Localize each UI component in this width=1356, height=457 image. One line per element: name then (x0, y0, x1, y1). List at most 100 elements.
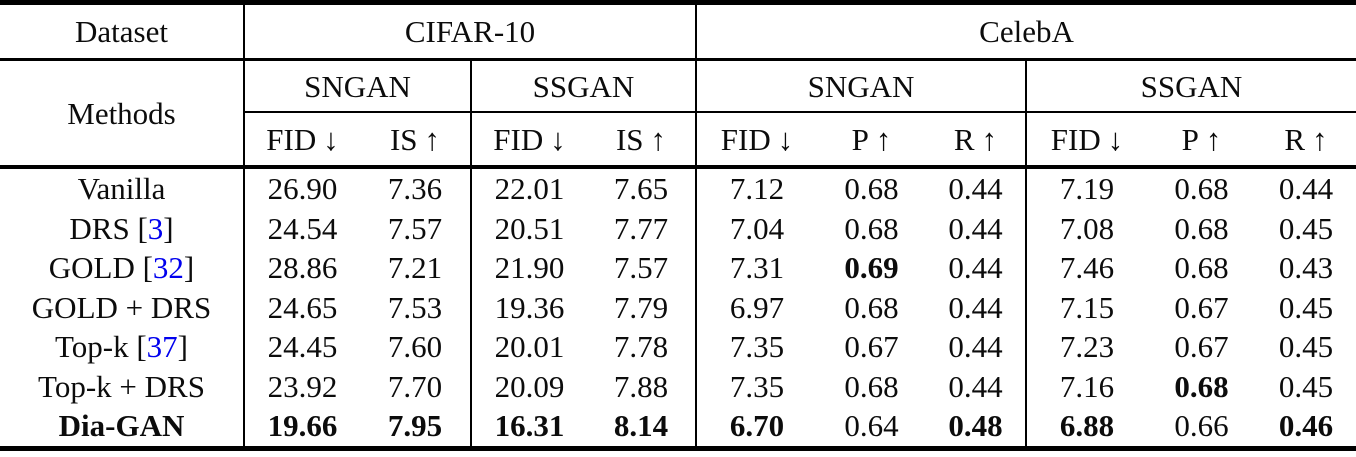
dataset-cifar10-header: CIFAR-10 (243, 5, 695, 58)
methods-header: Methods (67, 95, 176, 131)
table-top-rule (0, 0, 1356, 5)
metric-header-precision: P ↑ (851, 121, 892, 157)
value-cell: 7.35 (695, 327, 817, 367)
model-header-sngan-cifar: SNGAN (243, 61, 470, 111)
value-cell: 0.44 (948, 210, 1003, 246)
metric-header-fid: FID ↓ (1025, 113, 1147, 165)
value-cell: 20.01 (470, 327, 587, 367)
metric-header-recall: R ↑ (1284, 121, 1328, 157)
value-cell: 0.64 (844, 408, 899, 444)
value-cell: 0.68 (1174, 171, 1229, 207)
value-cell: 20.51 (470, 208, 587, 248)
value-cell-best: 19.66 (243, 406, 360, 446)
value-cell: 0.44 (948, 171, 1003, 207)
value-cell: 7.78 (613, 329, 669, 365)
method-cell: Top-k + DRS (38, 368, 205, 404)
value-cell: 0.68 (844, 368, 899, 404)
value-cell: 0.66 (1174, 408, 1229, 444)
value-cell: 7.77 (613, 210, 669, 246)
value-cell: 7.08 (1025, 208, 1147, 248)
value-cell: 0.44 (948, 368, 1003, 404)
value-cell: 24.45 (243, 327, 360, 367)
value-cell: 0.68 (1174, 210, 1229, 246)
value-cell: 0.68 (844, 171, 899, 207)
up-arrow-icon: ↑ (650, 121, 667, 157)
value-cell-best: 0.48 (948, 408, 1003, 444)
down-arrow-icon: ↓ (1107, 121, 1124, 157)
value-cell: 6.97 (695, 287, 817, 327)
value-cell: 0.44 (948, 250, 1003, 286)
model-header-sngan-celeba: SNGAN (695, 61, 1025, 111)
value-cell: 26.90 (243, 169, 360, 209)
dataset-header: Dataset (75, 14, 168, 49)
value-cell: 7.19 (1025, 169, 1147, 209)
value-cell: 0.44 (948, 289, 1003, 325)
dataset-celeba-header: CelebA (695, 5, 1356, 58)
value-cell: 7.16 (1025, 366, 1147, 406)
method-cell: Dia-GAN (58, 408, 185, 444)
value-cell: 7.88 (613, 368, 669, 404)
method-cell: DRS [3] (69, 210, 174, 246)
model-header-ssgan-celeba: SSGAN (1025, 61, 1356, 111)
up-arrow-icon: ↑ (1312, 121, 1328, 157)
value-cell: 0.68 (1174, 250, 1229, 286)
model-header-ssgan-cifar: SSGAN (470, 61, 695, 111)
value-cell: 0.43 (1278, 250, 1334, 286)
value-cell: 7.79 (613, 289, 669, 325)
value-cell: 7.60 (387, 329, 443, 365)
value-cell-best: 8.14 (613, 408, 669, 444)
metric-header-fid: FID ↓ (243, 113, 360, 165)
value-cell: 0.45 (1278, 368, 1334, 404)
model-header-cmidrule (243, 111, 1356, 113)
value-cell-best: 6.88 (1025, 406, 1147, 446)
up-arrow-icon: ↑ (875, 121, 892, 157)
value-cell: 0.44 (1278, 171, 1334, 207)
metric-header-recall: R ↑ (953, 121, 998, 157)
method-cell: Vanilla (77, 171, 166, 207)
value-cell: 7.65 (613, 171, 669, 207)
value-cell: 0.68 (844, 210, 899, 246)
header-body-rule (0, 165, 1356, 169)
value-cell: 0.45 (1278, 329, 1334, 365)
value-cell: 7.23 (1025, 327, 1147, 367)
value-cell: 7.12 (695, 169, 817, 209)
metric-header-precision: P ↑ (1181, 121, 1222, 157)
value-cell-best: 6.70 (695, 406, 817, 446)
value-cell: 0.68 (844, 289, 899, 325)
citation-link[interactable]: 3 (147, 210, 164, 246)
value-cell: 28.86 (243, 248, 360, 288)
value-cell: 0.45 (1278, 210, 1334, 246)
value-cell: 23.92 (243, 366, 360, 406)
value-cell: 0.67 (844, 329, 899, 365)
value-cell: 7.70 (387, 368, 443, 404)
metric-header-is: IS ↑ (615, 121, 667, 157)
value-cell: 7.57 (613, 250, 669, 286)
value-cell-best: 0.69 (844, 250, 899, 286)
value-cell: 7.36 (387, 171, 443, 207)
value-cell-best: 0.68 (1174, 368, 1229, 404)
down-arrow-icon: ↓ (550, 121, 566, 157)
down-arrow-icon: ↓ (323, 121, 339, 157)
value-cell: 7.53 (387, 289, 443, 325)
value-cell-best: 16.31 (470, 406, 587, 446)
value-cell: 7.21 (387, 250, 443, 286)
value-cell: 24.65 (243, 287, 360, 327)
value-cell: 0.44 (948, 329, 1003, 365)
up-arrow-icon: ↑ (424, 121, 441, 157)
value-cell: 19.36 (470, 287, 587, 327)
value-cell: 21.90 (470, 248, 587, 288)
metric-header-fid: FID ↓ (470, 113, 587, 165)
metric-header-fid: FID ↓ (695, 113, 817, 165)
value-cell: 24.54 (243, 208, 360, 248)
value-cell-best: 7.95 (387, 408, 443, 444)
citation-link[interactable]: 32 (152, 250, 184, 286)
value-cell: 7.15 (1025, 287, 1147, 327)
value-cell: 0.67 (1174, 329, 1229, 365)
metric-header-is: IS ↑ (389, 121, 441, 157)
value-cell: 0.45 (1278, 289, 1334, 325)
down-arrow-icon: ↓ (777, 121, 794, 157)
value-cell: 7.31 (695, 248, 817, 288)
citation-link[interactable]: 37 (146, 329, 178, 365)
value-cell: 7.57 (387, 210, 443, 246)
